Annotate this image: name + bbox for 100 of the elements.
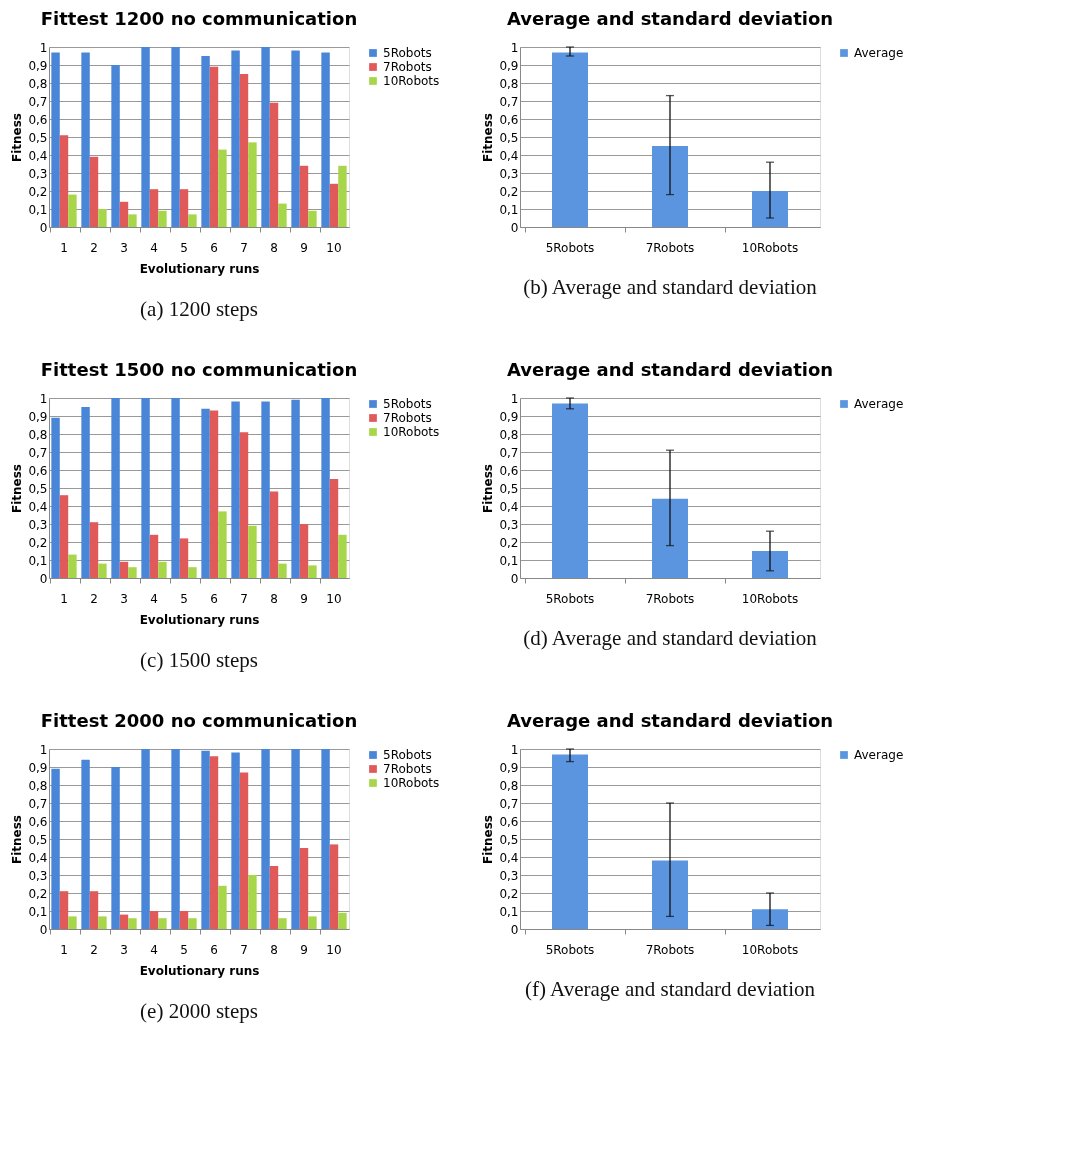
- x-tick-label: 5Robots: [545, 240, 595, 255]
- y-tick-label: 0,5: [499, 832, 519, 847]
- x-tick-label: 9: [300, 240, 308, 255]
- chart-title: Average and standard deviation: [506, 710, 834, 731]
- bar: [188, 214, 197, 227]
- y-tick-label: 0,7: [28, 94, 48, 109]
- bar: [188, 567, 197, 578]
- text: (c) 1500 steps: [140, 648, 258, 672]
- bar: [149, 534, 159, 578]
- y-tick-label: 0,9: [28, 760, 48, 775]
- bar: [209, 756, 219, 929]
- y-tick-label: 0,2: [28, 535, 48, 550]
- y-tick-label: 0,5: [28, 130, 48, 145]
- bar: [248, 875, 257, 929]
- bar: [141, 749, 150, 929]
- bar: [171, 398, 180, 578]
- bar: [179, 189, 189, 227]
- y-tick-label: 0,3: [28, 166, 48, 181]
- y-axis-title: Fitness: [481, 463, 496, 514]
- bar: [338, 534, 347, 578]
- bar: [179, 911, 189, 929]
- bar: [179, 538, 189, 578]
- bar: [248, 142, 257, 227]
- y-tick-label: 0,6: [499, 112, 519, 127]
- y-tick-label: 0,5: [499, 481, 519, 496]
- y-tick-label: 1: [39, 742, 48, 757]
- text: (e) 2000 steps: [140, 999, 258, 1023]
- bar: [51, 768, 60, 929]
- bar: [261, 47, 270, 227]
- legend-label: 5Robots: [383, 397, 432, 411]
- chart-title: Fittest 1500 no communication: [40, 359, 358, 380]
- y-tick-label: 0,4: [28, 850, 48, 865]
- x-tick-label: 7: [240, 591, 248, 606]
- bar: [209, 66, 219, 227]
- chart-title: Average and standard deviation: [506, 8, 834, 29]
- legend-label: Average: [854, 46, 904, 60]
- x-tick-label: 9: [300, 942, 308, 957]
- bar: [218, 885, 227, 929]
- y-tick-label: 0,4: [499, 499, 519, 514]
- text: (a) 1200 steps: [140, 297, 258, 321]
- x-tick-label: 2: [90, 942, 98, 957]
- y-tick-label: 0: [510, 220, 519, 235]
- x-tick-label: 10Robots: [741, 240, 799, 255]
- y-tick-label: 0: [510, 571, 519, 586]
- y-tick-label: 0,8: [28, 427, 48, 442]
- y-tick-label: 0,7: [499, 796, 519, 811]
- x-tick-label: 6: [210, 240, 218, 255]
- y-tick-label: 0,9: [499, 409, 519, 424]
- bar: [652, 860, 688, 929]
- x-tick-label: 8: [270, 942, 278, 957]
- y-tick-label: 0,7: [28, 796, 48, 811]
- bar: [269, 866, 279, 929]
- y-tick-label: 0,5: [28, 832, 48, 847]
- x-tick-label: 5: [180, 240, 188, 255]
- bar: [149, 189, 159, 227]
- y-tick-label: 0,1: [499, 202, 519, 217]
- bar: [329, 844, 339, 929]
- bar: [248, 525, 257, 578]
- x-tick-label: 7Robots: [645, 240, 695, 255]
- y-tick-label: 0,4: [499, 148, 519, 163]
- legend-label: 7Robots: [383, 60, 432, 74]
- bar: [158, 210, 167, 227]
- bar: [68, 916, 77, 929]
- bar: [81, 759, 90, 929]
- x-tick-label: 1: [60, 240, 68, 255]
- x-tick-label: 5: [180, 591, 188, 606]
- x-axis-title: Evolutionary runs: [139, 261, 260, 276]
- bar: [98, 209, 107, 227]
- y-tick-label: 1: [39, 40, 48, 55]
- x-tick-label: 2: [90, 240, 98, 255]
- bar: [329, 479, 339, 578]
- bar: [231, 752, 240, 929]
- x-tick-label: 5Robots: [545, 591, 595, 606]
- bar: [299, 165, 309, 227]
- bar: [321, 52, 330, 227]
- bar: [201, 750, 210, 929]
- bar: [278, 203, 287, 227]
- x-tick-label: 6: [210, 942, 218, 957]
- x-tick-label: 10Robots: [741, 942, 799, 957]
- bar: [68, 554, 77, 578]
- y-tick-label: 0,8: [499, 778, 519, 793]
- legend-label: 7Robots: [383, 411, 432, 425]
- x-tick-label: 4: [150, 942, 158, 957]
- bar: [338, 912, 347, 929]
- y-tick-label: 0,2: [499, 886, 519, 901]
- bar: [299, 524, 309, 578]
- bar: [59, 135, 69, 227]
- y-tick-label: 0,1: [499, 553, 519, 568]
- y-tick-label: 0,7: [28, 445, 48, 460]
- text: (f) Average and standard deviation: [525, 977, 816, 1001]
- x-tick-label: 10: [326, 591, 342, 606]
- bar: [89, 522, 99, 578]
- bar: [239, 772, 249, 929]
- bar: [269, 102, 279, 227]
- y-axis-title: Fitness: [481, 112, 496, 163]
- bar: [321, 749, 330, 929]
- x-tick-label: 5Robots: [545, 942, 595, 957]
- y-tick-label: 0,8: [499, 76, 519, 91]
- y-tick-label: 0,1: [499, 904, 519, 919]
- bar: [752, 191, 788, 227]
